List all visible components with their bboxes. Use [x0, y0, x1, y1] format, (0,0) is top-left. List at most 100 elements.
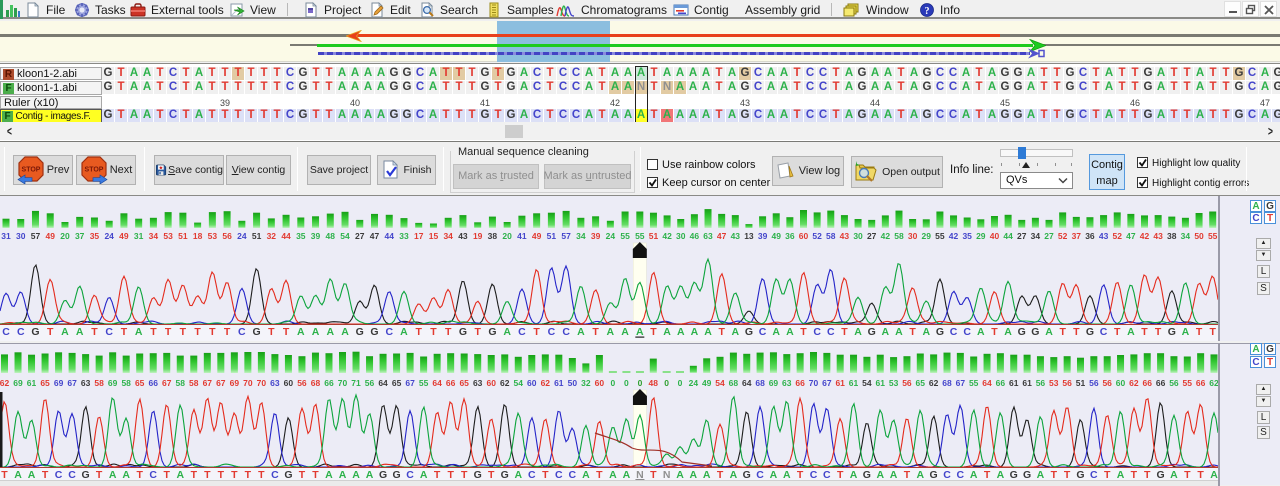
svg-text:62: 62: [929, 378, 939, 388]
svg-text:44: 44: [1003, 231, 1013, 241]
svg-text:T: T: [488, 469, 495, 480]
svg-text:63: 63: [703, 231, 713, 241]
svg-text:T: T: [984, 469, 991, 480]
svg-text:A: A: [1117, 469, 1125, 480]
svg-text:35: 35: [296, 231, 306, 241]
svg-text:38: 38: [1167, 231, 1177, 241]
svg-text:T: T: [245, 469, 252, 480]
svg-text:T: T: [837, 469, 844, 480]
svg-text:27: 27: [355, 231, 365, 241]
svg-text:A: A: [783, 469, 791, 480]
svg-text:C: C: [528, 469, 536, 480]
svg-text:A: A: [876, 469, 884, 480]
svg-text:60: 60: [1116, 378, 1126, 388]
svg-text:T: T: [991, 326, 998, 338]
svg-text:63: 63: [782, 378, 792, 388]
svg-text:60: 60: [799, 231, 809, 241]
svg-text:63: 63: [81, 378, 91, 388]
svg-text:T: T: [96, 469, 103, 480]
svg-text:43: 43: [731, 231, 741, 241]
svg-text:G: G: [31, 326, 39, 338]
svg-text:58: 58: [94, 378, 104, 388]
svg-text:T: T: [258, 469, 265, 480]
svg-text:69: 69: [13, 378, 23, 388]
svg-text:A: A: [732, 326, 740, 338]
svg-text:T: T: [204, 469, 211, 480]
svg-text:C: C: [827, 326, 835, 338]
svg-text:A: A: [339, 469, 347, 480]
svg-text:62: 62: [1129, 378, 1139, 388]
svg-text:T: T: [165, 326, 172, 338]
svg-text:G: G: [82, 469, 90, 480]
svg-text:C: C: [1090, 469, 1098, 480]
svg-text:70: 70: [243, 378, 253, 388]
svg-text:55: 55: [635, 231, 645, 241]
svg-text:N: N: [663, 469, 671, 480]
svg-text:A: A: [582, 469, 590, 480]
svg-text:STOP: STOP: [21, 166, 40, 173]
svg-text:48: 48: [326, 231, 336, 241]
svg-text:60: 60: [486, 378, 496, 388]
svg-text:51: 51: [547, 231, 557, 241]
svg-text:T: T: [194, 326, 201, 338]
svg-text:56: 56: [1062, 378, 1072, 388]
svg-text:T: T: [1051, 469, 1058, 480]
svg-text:C: C: [149, 469, 157, 480]
svg-text:C: C: [569, 469, 577, 480]
svg-text:G: G: [1157, 469, 1165, 480]
svg-text:T: T: [299, 469, 306, 480]
svg-text:55: 55: [935, 231, 945, 241]
svg-text:C: C: [555, 469, 563, 480]
svg-text:T: T: [533, 326, 540, 338]
svg-text:A: A: [882, 326, 890, 338]
svg-text:G: G: [930, 469, 938, 480]
svg-text:49: 49: [45, 231, 55, 241]
svg-text:35: 35: [90, 231, 100, 241]
svg-text:T: T: [430, 326, 437, 338]
svg-text:67: 67: [67, 378, 77, 388]
svg-text:36: 36: [1085, 231, 1095, 241]
svg-text:42: 42: [1140, 231, 1150, 241]
svg-text:62: 62: [541, 378, 551, 388]
svg-text:A: A: [704, 326, 712, 338]
svg-text:A: A: [109, 469, 117, 480]
svg-text:24: 24: [689, 378, 699, 388]
svg-text:0: 0: [624, 378, 629, 388]
svg-text:47: 47: [717, 231, 727, 241]
svg-text:43: 43: [458, 231, 468, 241]
svg-text:T: T: [592, 326, 599, 338]
svg-text:G: G: [743, 469, 751, 480]
svg-text:A: A: [609, 469, 617, 480]
svg-text:30: 30: [908, 231, 918, 241]
svg-text:20: 20: [60, 231, 70, 241]
svg-text:A: A: [677, 326, 685, 338]
svg-text:STOP: STOP: [84, 166, 103, 173]
svg-text:T: T: [1059, 326, 1066, 338]
svg-text:C: C: [2, 326, 10, 338]
svg-text:G: G: [1031, 326, 1039, 338]
svg-text:A: A: [916, 469, 924, 480]
svg-text:A: A: [122, 469, 130, 480]
svg-text:61: 61: [27, 378, 37, 388]
svg-text:C: C: [55, 469, 63, 480]
svg-text:58: 58: [189, 378, 199, 388]
svg-text:71: 71: [351, 378, 361, 388]
svg-text:T: T: [1144, 469, 1151, 480]
svg-text:61: 61: [1022, 378, 1032, 388]
svg-text:66: 66: [446, 378, 456, 388]
svg-text:52: 52: [812, 231, 822, 241]
svg-text:39: 39: [311, 231, 321, 241]
svg-text:49: 49: [532, 231, 542, 241]
svg-text:C: C: [562, 326, 570, 338]
svg-text:48: 48: [649, 378, 659, 388]
svg-text:C: C: [759, 326, 767, 338]
svg-text:63: 63: [270, 378, 280, 388]
svg-text:56: 56: [1169, 378, 1179, 388]
svg-text:36: 36: [785, 231, 795, 241]
svg-text:65: 65: [135, 378, 145, 388]
svg-text:41: 41: [517, 231, 527, 241]
svg-text:33: 33: [399, 231, 409, 241]
svg-text:A: A: [14, 469, 22, 480]
svg-text:0: 0: [611, 378, 616, 388]
svg-text:60: 60: [527, 378, 537, 388]
